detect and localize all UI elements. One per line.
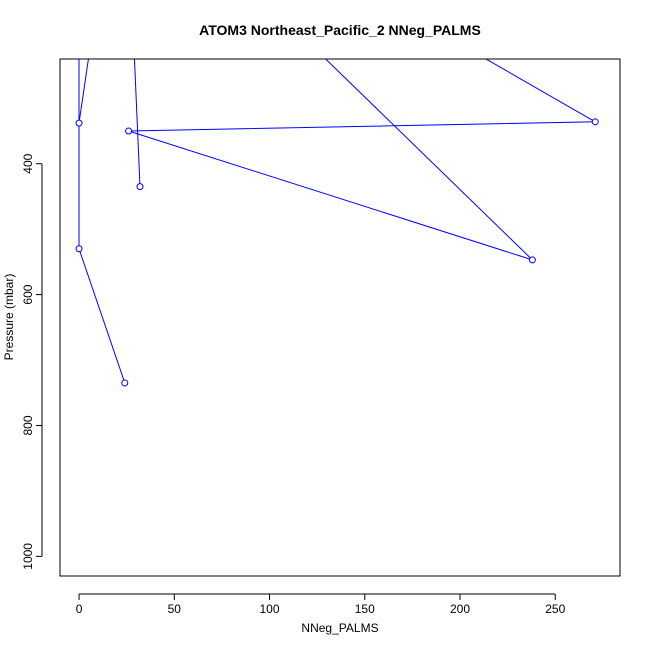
- y-axis-label: Pressure (mbar): [2, 274, 16, 361]
- series-layer: [75, 59, 599, 387]
- x-tick-label: 100: [260, 602, 280, 616]
- data-point: [121, 379, 129, 387]
- x-tick-label: 250: [545, 602, 565, 616]
- series-line: [78, 59, 598, 384]
- y-tick-label: 400: [21, 153, 35, 173]
- y-tick-label: 600: [21, 284, 35, 304]
- x-tick-label: 200: [450, 602, 470, 616]
- y-tick-label: 1000: [21, 543, 35, 570]
- data-point: [136, 183, 144, 191]
- x-tick-label: 150: [355, 602, 375, 616]
- y-tick-label: 800: [21, 415, 35, 435]
- data-point: [75, 245, 83, 253]
- y-axis: 400 600 800 1000: [21, 153, 43, 570]
- data-point: [528, 256, 536, 264]
- chart-title: ATOM3 Northeast_Pacific_2 NNeg_PALMS: [199, 22, 481, 38]
- plot-frame: [59, 58, 621, 577]
- x-tick-label: 0: [76, 602, 83, 616]
- x-axis-label: NNeg_PALMS: [301, 621, 378, 635]
- x-axis: 0 50 100 150 200 250: [76, 593, 566, 616]
- data-point: [75, 119, 83, 127]
- x-tick-label: 50: [168, 602, 182, 616]
- data-point: [125, 127, 133, 135]
- data-point: [591, 118, 599, 126]
